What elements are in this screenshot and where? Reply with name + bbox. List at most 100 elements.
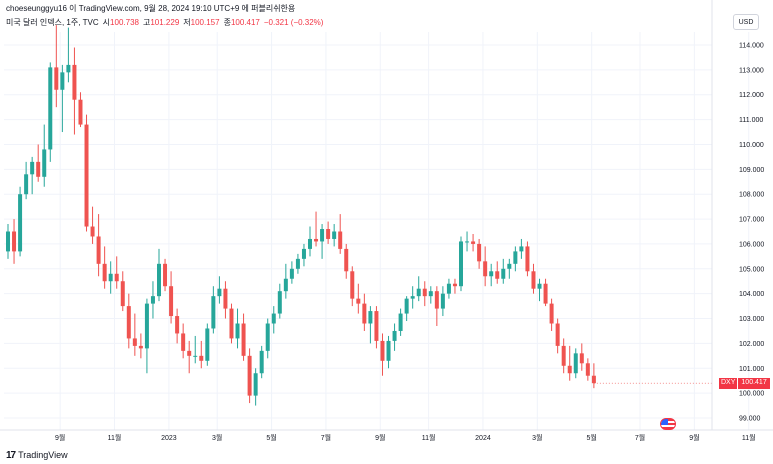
candle-body (573, 353, 578, 374)
candle (513, 246, 518, 272)
candle-body (380, 340, 385, 361)
candle-body (465, 241, 470, 243)
low-value: 100.157 (190, 18, 220, 27)
candle (12, 219, 17, 264)
candle-body (422, 288, 427, 297)
candle (410, 286, 415, 309)
currency-selector[interactable]: USD (733, 14, 759, 30)
symbol-legend: 미국 달러 인덱스, 1주, TVC 시100.738 고101.229 저10… (6, 17, 323, 28)
time-axis[interactable]: 9월 11월 2023 3월 5월 7월 9월 11월 2024 3월 5월 7월 9월 11월 (55, 433, 756, 442)
time-tick-label: 9월 (375, 433, 385, 442)
candle-body (144, 303, 149, 349)
candle (229, 303, 234, 344)
candle-body (36, 161, 41, 177)
candle-body (90, 226, 95, 237)
candle-body (187, 350, 192, 356)
candle (452, 278, 457, 294)
candle-body (404, 298, 409, 314)
high-value: 101.229 (150, 18, 180, 27)
candle-body (495, 271, 500, 279)
candle (144, 298, 149, 374)
candle (102, 246, 107, 289)
candle (175, 308, 180, 344)
candle (211, 286, 216, 334)
candle (90, 206, 95, 244)
candle (320, 224, 325, 259)
candle (326, 221, 331, 244)
tradingview-logo[interactable]: 17 TradingView (6, 449, 68, 461)
candle-body (344, 248, 349, 272)
candle-body (374, 311, 379, 341)
candle (169, 271, 174, 324)
price-tick-label: 110.000 (739, 142, 764, 149)
candle (235, 308, 240, 349)
candle (66, 27, 71, 83)
candle-body (223, 288, 228, 309)
candle-body (259, 350, 264, 374)
candle (314, 211, 319, 247)
price-tick-label: 103.000 (739, 316, 764, 323)
candle-body (289, 268, 294, 279)
price-tick-label: 104.000 (739, 291, 764, 298)
time-tick-label: 11월 (108, 433, 122, 442)
last-price-symbol: DXY (719, 378, 738, 389)
candle-body (537, 283, 542, 289)
candle-body (150, 296, 155, 304)
candle-body (72, 64, 77, 100)
candle (114, 256, 119, 289)
candle (519, 238, 524, 259)
price-tick-label: 109.000 (739, 167, 764, 174)
candle (54, 25, 59, 108)
candle-body (434, 291, 439, 309)
last-price-tag: DXY 100.417 (719, 378, 770, 389)
candle-body (78, 99, 83, 125)
author-line: choeseunggyu16 이 TradingView.com, 9월 28,… (6, 4, 296, 13)
candle (489, 263, 494, 287)
candle (338, 214, 343, 254)
candle-body (42, 149, 47, 177)
candle (223, 281, 228, 319)
candle-body (30, 161, 35, 175)
candle (471, 233, 476, 252)
candle (350, 266, 355, 307)
candle-body (326, 229, 331, 239)
time-tick-label: 7월 (635, 433, 645, 442)
symbol-name[interactable]: 미국 달러 인덱스, 1주, TVC (6, 18, 99, 27)
candle-body (368, 311, 373, 324)
candle (60, 64, 65, 133)
candle-body (193, 355, 198, 357)
price-tick-label: 99.000 (739, 416, 761, 423)
candle (422, 281, 427, 307)
candle (193, 335, 198, 364)
candle-body (338, 231, 343, 249)
candle (477, 238, 482, 269)
candle-body (591, 375, 596, 384)
change-value: −0.321 (−0.32%) (263, 18, 324, 27)
price-tick-label: 106.000 (739, 241, 764, 248)
time-tick-label: 3월 (212, 433, 222, 442)
candle-body (84, 124, 89, 227)
time-tick-label: 2024 (475, 435, 491, 442)
candle-body (66, 64, 71, 73)
candle (253, 368, 258, 406)
candle (561, 338, 566, 374)
price-tick-label: 105.000 (739, 266, 764, 273)
candle-body (283, 278, 288, 292)
price-axis[interactable]: 99.000 100.000 101.000 102.000 103.000 104.00… (739, 43, 764, 423)
candle-body (265, 323, 270, 351)
candle-body (489, 271, 494, 277)
candle-body (169, 286, 174, 317)
candle (507, 258, 512, 279)
candle-body (332, 231, 337, 239)
us-flag-icon[interactable] (660, 418, 676, 430)
candle (6, 224, 10, 259)
time-tick-label: 3월 (532, 433, 542, 442)
candle-body (235, 323, 240, 339)
candle-body (314, 238, 319, 242)
candle (72, 47, 77, 135)
candle (78, 92, 83, 128)
candle (537, 278, 542, 302)
time-tick-label: 5월 (266, 433, 276, 442)
candle (138, 333, 143, 359)
